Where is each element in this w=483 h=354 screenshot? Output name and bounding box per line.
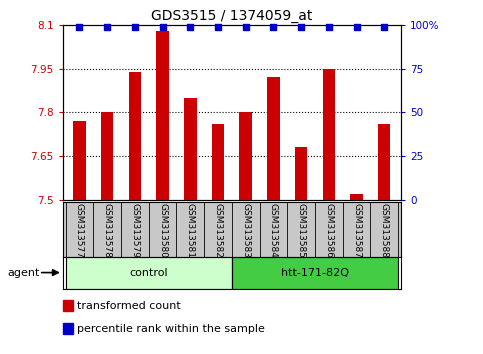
Text: GSM313582: GSM313582 xyxy=(213,204,223,258)
Bar xyxy=(350,194,363,200)
Text: GSM313587: GSM313587 xyxy=(352,204,361,258)
Point xyxy=(159,24,167,29)
Text: GSM313583: GSM313583 xyxy=(241,204,250,258)
Bar xyxy=(184,98,197,200)
Bar xyxy=(232,257,398,289)
Point xyxy=(297,24,305,29)
Text: GSM313581: GSM313581 xyxy=(186,204,195,258)
Text: GSM313578: GSM313578 xyxy=(102,204,112,258)
Bar xyxy=(128,72,141,200)
Point xyxy=(131,24,139,29)
Point xyxy=(353,24,360,29)
Bar xyxy=(378,124,390,200)
Bar xyxy=(212,124,224,200)
Bar xyxy=(156,30,169,200)
Text: GSM313588: GSM313588 xyxy=(380,204,389,258)
Point xyxy=(381,24,388,29)
Point xyxy=(103,24,111,29)
Text: htt-171-82Q: htt-171-82Q xyxy=(281,268,349,278)
Point xyxy=(270,24,277,29)
Bar xyxy=(66,257,232,289)
Text: GSM313580: GSM313580 xyxy=(158,204,167,258)
Text: GSM313584: GSM313584 xyxy=(269,204,278,258)
Point xyxy=(325,24,333,29)
Text: GSM313585: GSM313585 xyxy=(297,204,306,258)
Bar xyxy=(295,148,307,200)
Text: agent: agent xyxy=(7,268,40,278)
Point xyxy=(242,24,250,29)
Point xyxy=(186,24,194,29)
Text: GSM313586: GSM313586 xyxy=(325,204,333,258)
Text: GSM313579: GSM313579 xyxy=(130,204,139,258)
Text: control: control xyxy=(129,268,168,278)
Text: GDS3515 / 1374059_at: GDS3515 / 1374059_at xyxy=(151,9,313,23)
Point xyxy=(75,24,83,29)
Point xyxy=(214,24,222,29)
Bar xyxy=(73,121,85,200)
Bar xyxy=(323,69,335,200)
Text: transformed count: transformed count xyxy=(77,301,181,310)
Text: GSM313577: GSM313577 xyxy=(75,204,84,258)
Bar xyxy=(267,77,280,200)
Bar xyxy=(101,113,114,200)
Text: percentile rank within the sample: percentile rank within the sample xyxy=(77,324,265,333)
Bar xyxy=(240,113,252,200)
